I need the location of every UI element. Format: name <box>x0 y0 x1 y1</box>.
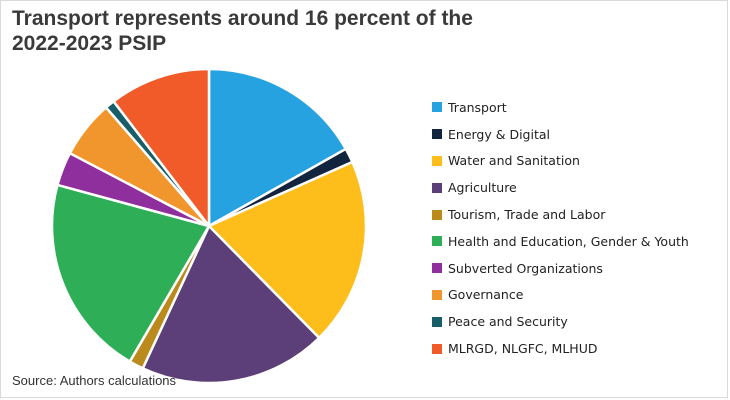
legend-swatch-7 <box>432 289 442 300</box>
legend-swatch-8 <box>432 316 442 327</box>
legend-label-7: Governance <box>448 287 524 303</box>
legend-label-9: MLRGD, NLGFC, MLHUD <box>448 341 598 357</box>
legend-item-5: Health and Education, Gender & Youth <box>432 228 728 255</box>
legend-item-3: Agriculture <box>432 174 728 201</box>
legend-item-8: Peace and Security <box>432 308 728 335</box>
legend-swatch-6 <box>432 263 442 274</box>
chart-title: Transport represents around 16 percent o… <box>12 6 632 56</box>
pie-slice-2 <box>207 160 368 340</box>
legend-label-0: Transport <box>448 99 507 115</box>
source-note: Source: Authors calculations <box>12 373 177 388</box>
legend-label-2: Water and Sanitation <box>448 153 580 169</box>
pie-slice-3 <box>141 224 321 385</box>
chart-title-line-2: 2022-2023 PSIP <box>12 32 167 55</box>
pie-slice-5 <box>50 183 211 363</box>
legend-item-2: Water and Sanitation <box>432 148 728 175</box>
legend-label-5: Health and Education, Gender & Youth <box>448 233 689 249</box>
legend-item-1: Energy & Digital <box>432 121 728 148</box>
legend-item-0: Transport <box>432 94 728 121</box>
legend-item-7: Governance <box>432 282 728 309</box>
legend-swatch-4 <box>432 209 442 220</box>
legend-swatch-5 <box>432 236 442 247</box>
legend-label-8: Peace and Security <box>448 314 568 330</box>
legend-swatch-2 <box>432 155 442 166</box>
legend-swatch-1 <box>432 129 442 140</box>
legend-label-1: Energy & Digital <box>448 126 550 142</box>
pie-slice-0 <box>207 67 348 228</box>
legend-label-3: Agriculture <box>448 180 517 196</box>
legend-swatch-3 <box>432 182 442 193</box>
legend-label-6: Subverted Organizations <box>448 260 603 276</box>
legend-label-4: Tourism, Trade and Labor <box>448 207 606 223</box>
chart-title-line-1: Transport represents around 16 percent o… <box>12 7 473 30</box>
chart-legend: Transport Energy & Digital Water and Sanit… <box>432 94 728 362</box>
pie-slice-9 <box>112 67 211 228</box>
legend-item-9: MLRGD, NLGFC, MLHUD <box>432 335 728 362</box>
legend-item-6: Subverted Organizations <box>432 255 728 282</box>
legend-swatch-9 <box>432 343 442 354</box>
legend-swatch-0 <box>432 102 442 113</box>
legend-item-4: Tourism, Trade and Labor <box>432 201 728 228</box>
